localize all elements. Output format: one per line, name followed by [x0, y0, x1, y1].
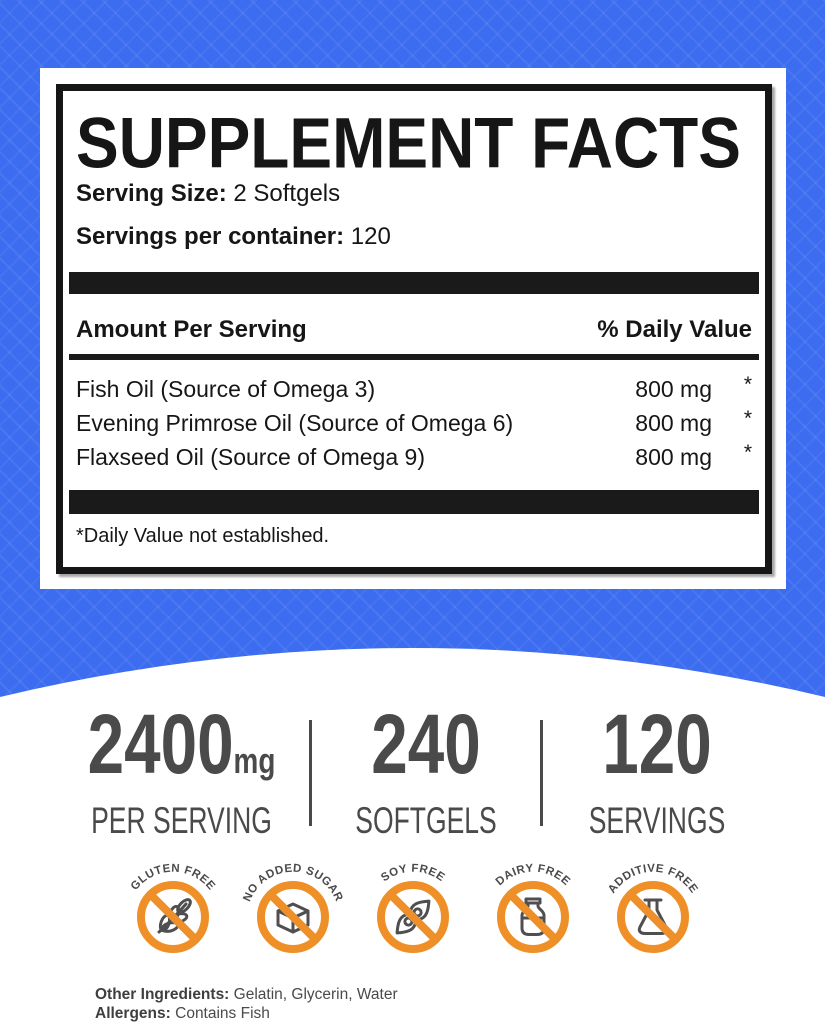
- stat-unit: mg: [233, 741, 276, 782]
- ingredient-dv: *: [743, 373, 752, 396]
- stat-label: SERVINGS: [588, 800, 726, 842]
- svg-text:ADDITIVE FREE: ADDITIVE FREE: [606, 863, 700, 896]
- footer-text: Other Ingredients: Gelatin, Glycerin, Wa…: [95, 985, 398, 1023]
- col-daily-value: % Daily Value: [597, 316, 752, 343]
- ingredient-name: Evening Primrose Oil (Source of Omega 6): [76, 410, 514, 436]
- allergens-value: Contains Fish: [175, 1005, 270, 1022]
- slash: [147, 891, 198, 943]
- divider-bar-bottom: [69, 490, 759, 514]
- table-row: Flaxseed Oil (Source of Omega 9) 800 mg …: [76, 441, 752, 475]
- stat-value: 240: [371, 696, 481, 792]
- ingredient-dv: *: [743, 407, 752, 430]
- ingredient-dv: *: [743, 441, 752, 464]
- allergens-line: Allergens: Contains Fish: [95, 1004, 398, 1023]
- stat-softgels: 240 SOFTGELS: [312, 702, 540, 842]
- ingredient-amount: 800 mg: [635, 444, 712, 470]
- table-row: Fish Oil (Source of Omega 3) 800 mg *: [76, 373, 752, 407]
- servings-per-container-value: 120: [350, 223, 391, 250]
- stat-value: 2400: [87, 696, 234, 792]
- serving-size-value: 2 Softgels: [233, 180, 341, 207]
- ingredient-amount: 800 mg: [635, 376, 712, 402]
- badge-soy-free: SOY FREE: [376, 863, 449, 953]
- daily-value-footnote: *Daily Value not established.: [76, 525, 330, 547]
- stat-servings: 120 SERVINGS: [543, 702, 771, 842]
- stat-per-serving: 2400mg PER SERVING: [54, 702, 309, 842]
- badge-gluten-free: GLUTEN FREE: [128, 863, 216, 953]
- allergens-label: Allergens:: [95, 1005, 171, 1022]
- servings-per-container-line: Servings per container: 120: [76, 222, 752, 252]
- servings-per-container-label: Servings per container:: [76, 223, 345, 250]
- supplement-facts-card: SUPPLEMENT FACTS Serving Size: 2 Softgel…: [40, 68, 786, 589]
- other-ingredients-label: Other Ingredients:: [95, 986, 230, 1003]
- stat-label: SOFTGELS: [355, 800, 497, 842]
- slash: [267, 891, 318, 943]
- table-row: Evening Primrose Oil (Source of Omega 6)…: [76, 407, 752, 441]
- other-ingredients-value: Gelatin, Glycerin, Water: [233, 986, 398, 1003]
- curve-divider: [0, 648, 825, 705]
- divider-bar-top: [69, 272, 759, 294]
- badge-dairy-free: DAIRY FREE: [493, 863, 571, 953]
- slash: [387, 891, 438, 943]
- stat-divider: [309, 720, 312, 826]
- other-ingredients-line: Other Ingredients: Gelatin, Glycerin, Wa…: [95, 985, 398, 1004]
- slash: [507, 891, 558, 943]
- slash: [627, 891, 678, 943]
- svg-text:SOY FREE: SOY FREE: [379, 863, 447, 885]
- ingredient-amount: 800 mg: [635, 410, 712, 436]
- ingredient-table: Fish Oil (Source of Omega 3) 800 mg * Ev…: [76, 373, 752, 475]
- ingredient-name: Flaxseed Oil (Source of Omega 9): [76, 444, 425, 470]
- ingredient-name: Fish Oil (Source of Omega 3): [76, 376, 376, 402]
- supplement-facts-panel: SUPPLEMENT FACTS Serving Size: 2 Softgel…: [56, 84, 772, 574]
- badges-row: GLUTEN FREE NO ADDED SUGAR: [0, 843, 825, 961]
- header-rule: [69, 354, 759, 360]
- stat-divider: [540, 720, 543, 826]
- panel-title: SUPPLEMENT FACTS: [76, 102, 741, 184]
- serving-size-label: Serving Size:: [76, 180, 227, 207]
- badge-additive-free: ADDITIVE FREE: [606, 863, 700, 953]
- serving-size-line: Serving Size: 2 Softgels: [76, 179, 752, 209]
- stat-label: PER SERVING: [91, 800, 272, 842]
- table-header: Amount Per Serving % Daily Value: [76, 316, 752, 344]
- col-amount-per-serving: Amount Per Serving: [76, 316, 307, 343]
- stats-row: 2400mg PER SERVING 240 SOFTGELS 120 SERV…: [0, 702, 825, 842]
- badge-no-added-sugar: NO ADDED SUGAR: [241, 863, 344, 953]
- stat-value: 120: [602, 696, 712, 792]
